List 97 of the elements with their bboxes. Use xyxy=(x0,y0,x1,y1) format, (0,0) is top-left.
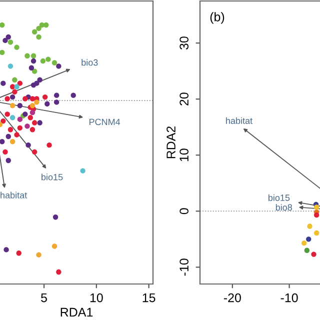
annotation: bio15 xyxy=(268,194,290,201)
y-tick-label: 10 xyxy=(180,148,188,162)
point xyxy=(24,53,30,58)
point xyxy=(42,94,48,100)
annotation: PCNM4 xyxy=(89,118,120,126)
annotation: habitat xyxy=(226,117,252,124)
point xyxy=(0,22,5,28)
point xyxy=(30,103,36,108)
annotation: bio8 xyxy=(276,204,292,211)
point xyxy=(10,115,16,120)
point xyxy=(22,112,28,117)
point xyxy=(10,139,16,144)
point xyxy=(17,103,23,108)
x-tick-label: 15 xyxy=(142,293,156,302)
point xyxy=(12,89,18,94)
point xyxy=(14,44,20,50)
point xyxy=(8,64,14,69)
x-tick-label: -20 xyxy=(224,293,241,302)
point xyxy=(28,65,34,70)
point xyxy=(2,149,8,155)
point xyxy=(17,125,23,131)
point xyxy=(14,132,20,138)
x-tick-label: 10 xyxy=(90,293,103,302)
annotation: (b) xyxy=(210,12,224,24)
point xyxy=(30,58,36,64)
point xyxy=(32,120,38,126)
point xyxy=(56,269,62,275)
point xyxy=(6,158,11,164)
point xyxy=(30,53,36,58)
y-axis-title: RDA2 xyxy=(166,126,176,158)
point xyxy=(32,29,38,34)
point xyxy=(0,50,5,56)
x-tick-label: 5 xyxy=(41,293,47,302)
x-axis-title: RDA1 xyxy=(60,308,93,317)
point xyxy=(14,84,20,90)
y-tick-label: -10 xyxy=(180,258,188,276)
point xyxy=(307,224,312,229)
point xyxy=(36,34,42,40)
point xyxy=(0,139,5,144)
point xyxy=(0,118,6,124)
point xyxy=(26,142,31,148)
x-tick-label: -10 xyxy=(280,293,298,302)
point xyxy=(54,92,60,98)
point xyxy=(46,56,51,62)
point xyxy=(32,149,38,155)
annotation: bio15 xyxy=(42,174,63,180)
point xyxy=(30,110,36,116)
point xyxy=(314,212,320,218)
point xyxy=(32,68,38,74)
point xyxy=(24,124,30,129)
point xyxy=(17,80,23,86)
y-tick-label: 20 xyxy=(180,92,188,106)
point xyxy=(28,115,33,120)
point xyxy=(80,168,86,174)
point xyxy=(10,94,16,100)
point xyxy=(304,248,310,253)
point xyxy=(16,250,22,256)
point xyxy=(22,96,28,102)
point xyxy=(4,96,10,102)
point xyxy=(36,26,42,32)
point xyxy=(56,64,62,69)
point xyxy=(10,103,16,108)
point xyxy=(8,40,14,45)
point xyxy=(2,38,8,44)
annotation: habitat xyxy=(0,192,28,198)
point xyxy=(52,60,58,66)
point xyxy=(8,127,14,132)
annotation: bio3 xyxy=(82,59,98,66)
point xyxy=(70,92,76,98)
point xyxy=(30,96,36,102)
point xyxy=(44,101,50,107)
point xyxy=(44,22,49,28)
point xyxy=(30,82,36,88)
point xyxy=(52,244,58,249)
y-tick-label: 0 xyxy=(180,208,188,214)
point xyxy=(12,77,18,82)
point xyxy=(306,236,312,242)
point xyxy=(52,214,58,220)
point xyxy=(36,252,42,258)
point xyxy=(30,127,36,132)
point xyxy=(311,252,316,257)
point xyxy=(6,34,11,40)
y-tick-label: 30 xyxy=(180,36,188,50)
point xyxy=(6,134,11,140)
point xyxy=(17,116,23,122)
point xyxy=(37,120,42,126)
point xyxy=(314,204,320,210)
point xyxy=(0,80,6,86)
point xyxy=(54,100,60,105)
point xyxy=(301,240,307,246)
point xyxy=(4,112,10,117)
point xyxy=(46,142,52,148)
point xyxy=(34,100,40,105)
point xyxy=(40,58,46,64)
point xyxy=(37,77,42,82)
point xyxy=(314,230,320,236)
point xyxy=(4,247,9,252)
